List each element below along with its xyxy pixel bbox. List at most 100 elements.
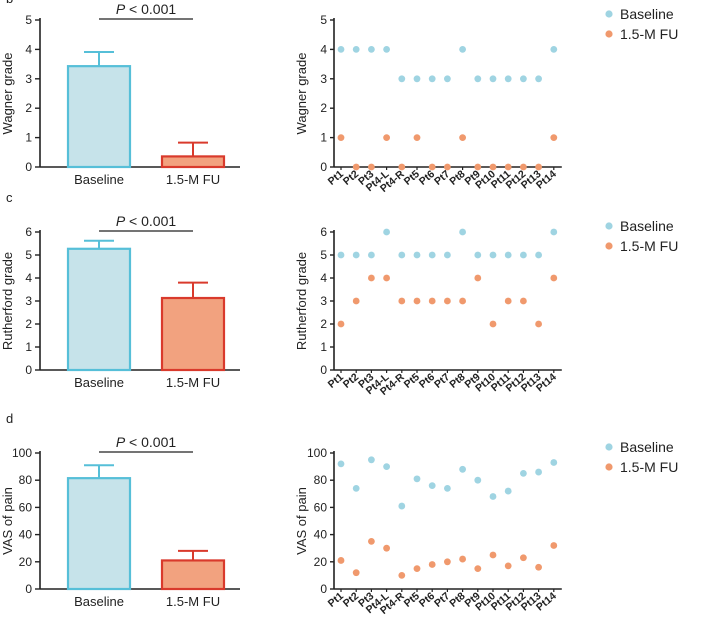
scatter-point-followup [444,163,451,171]
y-tick-label: 0 [25,582,32,596]
scatter-point-baseline [535,468,542,476]
scatter-point-followup [428,163,436,171]
scatter-point-followup [504,297,512,305]
scatter-point-followup [550,542,558,549]
y-tick-label: 4 [25,42,32,56]
scatter-point-followup [520,297,527,305]
scatter-point-baseline [550,459,558,466]
scatter-point-baseline [444,75,451,83]
scatter-point-followup [428,297,436,305]
scatter-point-followup [383,134,390,142]
scatter-point-baseline [413,251,421,259]
y-tick-label: 5 [320,248,327,262]
scatter-point-followup [352,569,360,577]
legend-label: 1.5-M FU [620,459,678,475]
y-tick-label: 5 [25,248,32,262]
scatter-point-followup [352,297,360,305]
legend-marker [605,242,613,250]
y-tick-label: 3 [25,294,32,308]
y-tick-label: 3 [25,72,32,86]
scatter-point-followup [337,134,345,142]
legend-marker [605,30,613,38]
scatter-point-baseline [550,228,558,236]
scatter-point-followup [520,554,527,562]
y-tick-label: 80 [314,473,328,487]
scatter-point-baseline [444,251,451,259]
scatter-point-followup [520,163,527,171]
scatter-point-baseline [368,251,375,259]
scatter-point-followup [489,163,497,171]
scatter-point-followup [413,297,421,305]
scatter-point-baseline [444,484,451,492]
scatter-point-baseline [398,251,406,259]
scatter-point-baseline [550,46,558,53]
y-tick-label: 1 [320,131,327,145]
scatter-point-followup [474,565,482,572]
y-tick-label: 100 [12,446,32,460]
legend-label: 1.5-M FU [620,238,678,254]
y-tick-label: 4 [320,42,327,56]
scatter-point-followup [474,274,482,282]
scatter-point-baseline [489,493,497,500]
scatter-point-followup [352,163,360,171]
scatter-point-baseline [504,487,512,495]
legend-marker [605,463,613,471]
y-tick-label: 3 [320,72,327,86]
bar [66,65,132,169]
y-tick-label: 4 [320,271,327,285]
bar-chart-2: 0 1 2 3 4 5 6 Rutherford grade Baseline 1.5-M FU P… [0,213,240,390]
y-tick-label: 80 [19,473,33,487]
bar [160,296,226,372]
scatter-point-baseline [352,484,360,492]
p-value-annotation: P < 0.001 [116,213,177,229]
panel-label-c: c [6,190,13,205]
scatter-point-followup [368,274,375,282]
scatter-point-baseline [368,456,375,464]
scatter-point-baseline [383,46,390,53]
scatter-point-baseline [520,75,527,83]
y-tick-label: 6 [25,225,32,239]
bar-chart-4: 0 20 40 60 80 100 VAS of pain Baseline 1.5-M FU P… [0,434,240,609]
legend-label: Baseline [620,6,674,22]
scatter-point-baseline [352,46,360,53]
y-tick-label: 2 [320,101,327,115]
legend-marker [605,443,613,451]
y-axis-label: Wagner grade [294,53,309,135]
scatter-point-followup [474,163,482,171]
scatter-point-followup [428,561,436,568]
y-tick-label: 100 [307,446,327,460]
legend-marker [605,10,613,18]
bar [66,247,132,372]
y-tick-label: 0 [320,160,327,174]
scatter-point-followup [489,551,497,559]
scatter-point-baseline [474,476,482,484]
scatter-point-followup [550,274,558,282]
legend-label: Baseline [620,218,674,234]
scatter-point-followup [337,557,345,564]
scatter-point-baseline [398,75,406,83]
scatter-point-followup [504,562,512,570]
y-tick-label: 5 [25,13,32,27]
y-tick-label: 6 [320,225,327,239]
scatter-point-followup [398,572,406,579]
y-tick-label: 20 [314,555,328,569]
scatter-point-followup [459,555,466,563]
bar [160,155,226,169]
scatter-point-baseline [398,502,406,510]
scatter-point-followup [444,297,451,305]
legend-marker [605,222,613,230]
y-tick-label: 2 [25,317,32,331]
y-tick-label: 20 [19,555,33,569]
panel-label-d: d [6,411,13,426]
scatter-point-baseline [489,75,497,83]
scatter-point-baseline [413,475,421,483]
x-category-label: 1.5-M FU [166,172,220,187]
scatter-point-baseline [489,251,497,259]
scatter-point-followup [459,297,466,305]
y-tick-label: 40 [19,528,33,542]
scatter-point-followup [398,297,406,305]
scatter-point-baseline [383,228,390,236]
